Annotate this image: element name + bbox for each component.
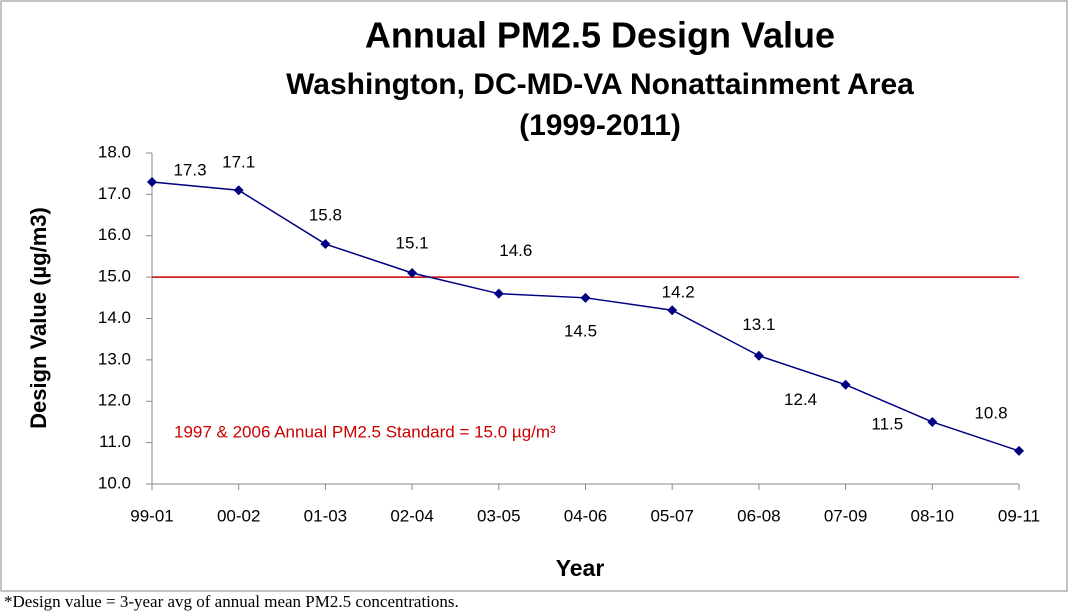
y-tick-label: 18.0 (98, 142, 131, 161)
data-label: 14.5 (564, 321, 597, 340)
x-tick-label: 01-03 (304, 506, 347, 525)
data-point (147, 176, 157, 187)
x-tick-label: 04-06 (564, 506, 607, 525)
data-label: 13.1 (742, 315, 775, 334)
data-point (493, 288, 504, 299)
reference-label: 1997 & 2006 Annual PM2.5 Standard = 15.0… (174, 422, 556, 441)
x-tick-label: 99-01 (130, 506, 173, 525)
chart-subtitle: Washington, DC-MD-VA Nonattainment Area (286, 68, 914, 101)
data-label: 14.6 (499, 241, 532, 260)
data-label: 12.4 (784, 390, 817, 409)
y-tick-label: 12.0 (98, 391, 131, 410)
data-label: 17.3 (173, 160, 206, 179)
footnote: *Design value = 3-year avg of annual mea… (4, 592, 459, 611)
x-tick-label: 03-05 (477, 506, 520, 525)
y-tick-label: 10.0 (98, 473, 131, 492)
data-point (580, 292, 591, 303)
data-point (840, 379, 851, 390)
x-tick-label: 09-11 (998, 506, 1040, 525)
data-point (1014, 445, 1024, 456)
chart-subtitle: (1999-2011) (519, 109, 681, 142)
y-tick-label: 16.0 (98, 225, 131, 244)
data-point (233, 185, 244, 196)
y-tick-label: 11.0 (99, 432, 131, 451)
x-tick-label: 07-09 (824, 506, 867, 525)
y-axis-title: Design Value (µg/m3) (26, 207, 51, 429)
x-tick-label: 02-04 (390, 506, 433, 525)
x-tick-label: 08-10 (911, 506, 954, 525)
data-point (667, 305, 678, 316)
x-axis-title: Year (556, 555, 605, 581)
y-tick-label: 17.0 (98, 184, 131, 203)
data-point (407, 267, 418, 278)
data-point (320, 239, 331, 250)
data-label: 15.1 (396, 233, 429, 252)
data-label: 17.1 (222, 153, 255, 172)
data-label: 15.8 (309, 206, 342, 225)
data-label: 11.5 (871, 414, 903, 433)
data-label: 14.2 (662, 283, 695, 302)
y-tick-label: 13.0 (98, 349, 131, 368)
x-tick-label: 05-07 (650, 506, 693, 525)
y-tick-label: 14.0 (98, 308, 131, 327)
x-tick-label: 06-08 (737, 506, 780, 525)
y-tick-label: 15.0 (98, 267, 131, 286)
data-point (753, 350, 764, 361)
data-point (927, 416, 938, 427)
x-tick-label: 00-02 (217, 506, 260, 525)
data-label: 10.8 (974, 403, 1007, 422)
chart-title: Annual PM2.5 Design Value (365, 15, 835, 56)
